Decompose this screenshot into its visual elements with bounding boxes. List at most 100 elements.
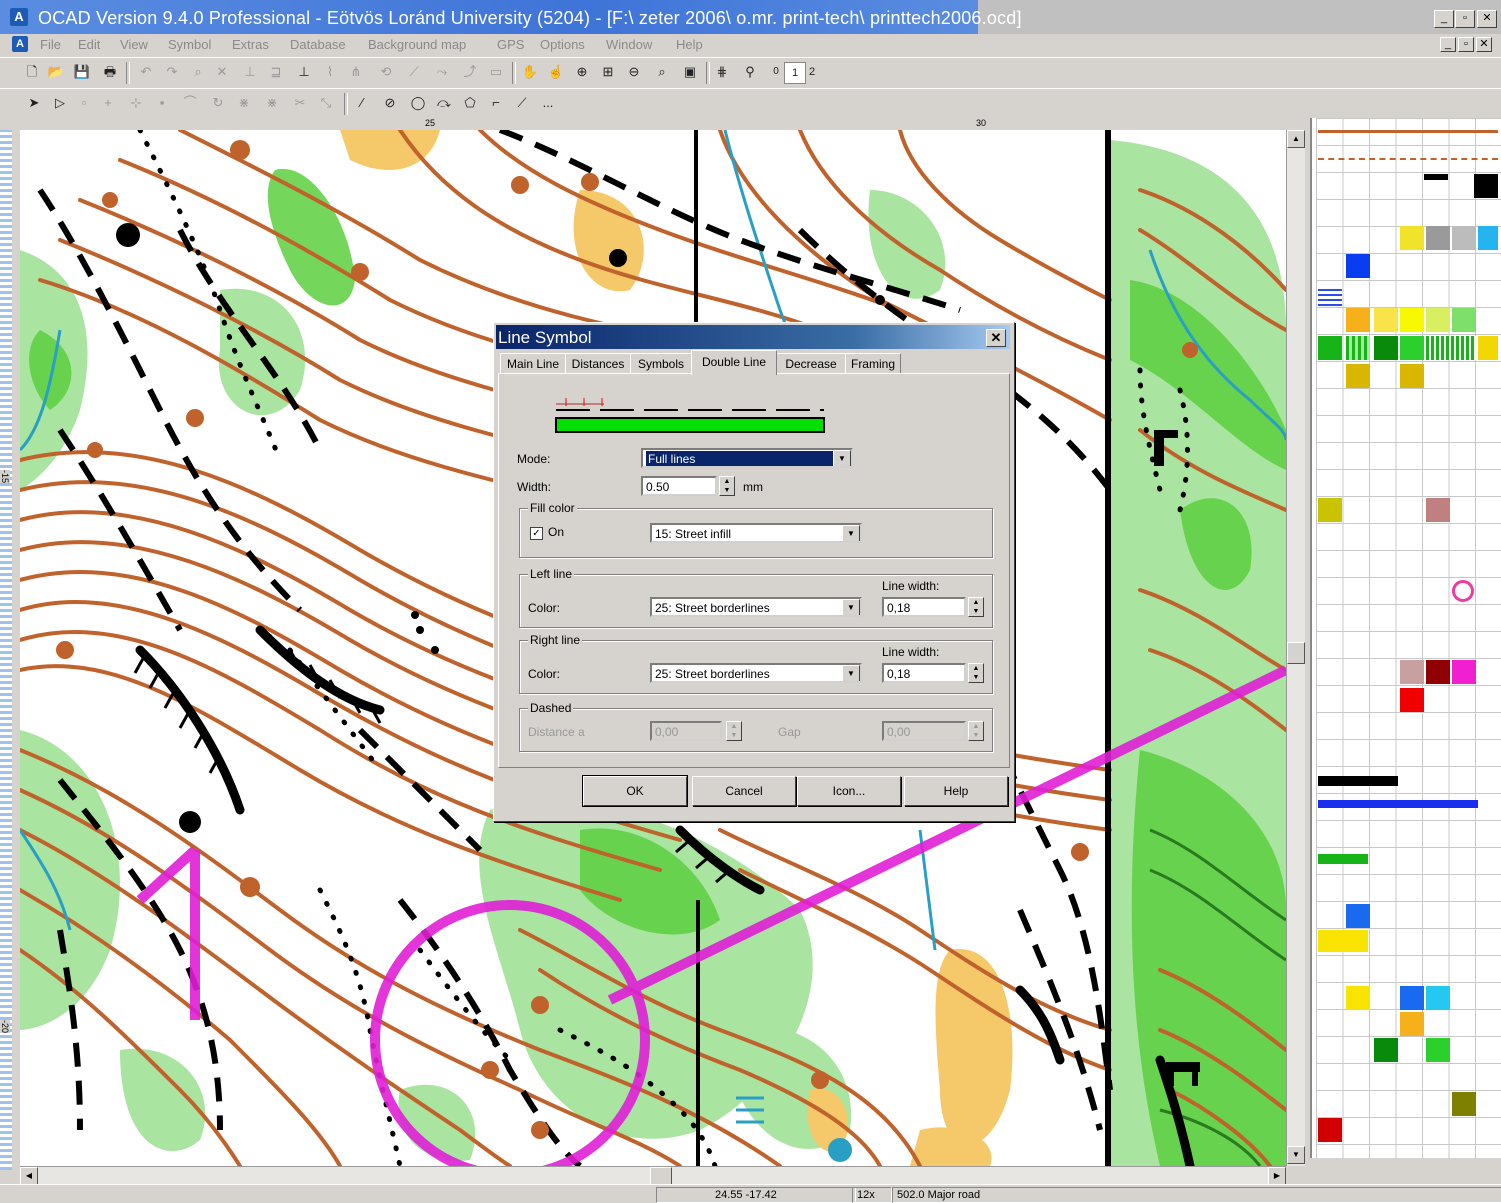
gps-icon[interactable]: ⚲	[745, 64, 755, 79]
scroll-thumb[interactable]	[1287, 642, 1305, 664]
symbol-cultivated[interactable]	[1346, 364, 1370, 388]
symbol-green[interactable]	[1318, 336, 1342, 360]
tab-distances[interactable]: Distances	[565, 353, 631, 374]
symbol-yellow-area[interactable]	[1400, 226, 1424, 250]
symbol-yellow-dot-area[interactable]	[1318, 930, 1368, 952]
symbol-light-grey-area[interactable]	[1452, 226, 1476, 250]
hscroll-thumb[interactable]	[650, 1167, 672, 1185]
rectangle-mode-icon[interactable]: ⌐	[492, 95, 500, 110]
close-icon[interactable]: ✕	[986, 329, 1006, 347]
right-color-select[interactable]: 25: Street borderlines ▼	[650, 663, 862, 683]
menu-gps[interactable]: GPS	[497, 37, 525, 52]
dash-point-icon[interactable]: ⌒	[183, 95, 197, 110]
symbol-red-square[interactable]	[1318, 1118, 1342, 1142]
symbol-open-land[interactable]	[1346, 308, 1370, 332]
menu-window[interactable]: Window	[606, 37, 653, 52]
icon-button[interactable]: Icon...	[797, 776, 901, 806]
scroll-left-icon[interactable]: ◀	[20, 1167, 38, 1185]
symbol-building-area[interactable]	[1426, 498, 1450, 522]
grid-icon[interactable]: ⋕	[716, 64, 728, 79]
reshape-icon[interactable]: ⊥	[298, 64, 310, 79]
left-width-input[interactable]: 0,18	[882, 597, 966, 617]
menu-extras[interactable]: Extras	[232, 37, 269, 52]
symbol-black-area[interactable]	[1474, 174, 1498, 198]
delete-icon[interactable]: ✕	[216, 64, 228, 79]
merge-icon[interactable]: ⊒	[270, 64, 282, 79]
curve-mode-icon[interactable]: ⊘	[384, 95, 396, 110]
smooth-icon[interactable]: ⤳	[436, 64, 448, 79]
rotate-icon[interactable]: ⟲	[380, 64, 392, 79]
rotate-object-icon[interactable]: ↻	[212, 95, 224, 110]
symbol-light-yellow[interactable]	[1426, 308, 1450, 332]
right-width-input[interactable]: 0,18	[882, 663, 966, 683]
fill-color-select[interactable]: 15: Street infill ▼	[650, 523, 862, 543]
polygon-mode-icon[interactable]: ⬠	[464, 95, 476, 110]
minimize-icon[interactable]: _	[1434, 10, 1454, 28]
left-color-select[interactable]: 25: Street borderlines ▼	[650, 597, 862, 617]
distance-input[interactable]: 0,00	[650, 721, 722, 741]
symbol-green-line[interactable]	[1318, 854, 1368, 864]
mode-select[interactable]: Full lines ▼	[641, 448, 853, 468]
menu-edit[interactable]: Edit	[78, 37, 101, 52]
menu-file[interactable]: File	[40, 37, 61, 52]
menu-background-map[interactable]: Background map	[368, 37, 467, 52]
scroll-up-icon[interactable]: ▲	[1287, 130, 1305, 148]
redo-icon[interactable]: ↷	[166, 64, 178, 79]
menu-options[interactable]: Options	[540, 37, 585, 52]
symbol-green-stripes[interactable]	[1426, 336, 1476, 360]
zoom-window-icon[interactable]: ⊞	[602, 64, 614, 79]
corner-point-icon[interactable]: ▪	[159, 95, 165, 110]
curve-icon[interactable]: ⤴	[463, 64, 477, 79]
ok-button[interactable]: OK	[582, 775, 688, 807]
zoom-previous-icon[interactable]: ⌕	[658, 64, 666, 79]
more-tools-icon[interactable]: ...	[542, 95, 554, 110]
doc-restore-icon[interactable]: ▫	[1458, 37, 1474, 52]
tab-symbols[interactable]: Symbols	[630, 353, 692, 374]
symbol-vineyard[interactable]	[1400, 364, 1424, 388]
symbol-cyan-square[interactable]	[1426, 986, 1450, 1010]
symbol-red-area[interactable]	[1400, 688, 1424, 712]
cut-line-icon[interactable]: ⊥	[244, 64, 256, 79]
document-icon[interactable]: A	[12, 36, 28, 52]
symbol-dark-green[interactable]	[1374, 336, 1398, 360]
width-stepper-icon[interactable]: ▲ ▼	[719, 476, 735, 496]
freehand-icon[interactable]: ⁄	[360, 95, 364, 110]
symbol-magenta-area[interactable]	[1452, 660, 1476, 684]
symbol-blue-small-area[interactable]	[1346, 904, 1370, 928]
left-width-stepper-icon[interactable]: ▲ ▼	[968, 597, 984, 617]
circle-mode-icon[interactable]: ◯	[410, 95, 426, 110]
dialog-title-bar[interactable]: Line Symbol ✕	[496, 325, 1010, 349]
cut-object-icon[interactable]: ✂	[294, 95, 306, 110]
symbol-palette[interactable]	[1310, 118, 1501, 1158]
symbol-form-line[interactable]	[1318, 158, 1498, 162]
move-point-icon[interactable]: ▫	[81, 95, 87, 110]
symbol-olive-square[interactable]	[1452, 1092, 1476, 1116]
symbol-green-square[interactable]	[1426, 1038, 1450, 1062]
symbol-medium-green[interactable]	[1400, 336, 1424, 360]
layer-two-button[interactable]: 2	[808, 66, 816, 78]
rectangle-select-icon[interactable]: ▭	[489, 64, 503, 79]
edit-object-icon[interactable]: ➤	[28, 95, 40, 110]
print-icon[interactable]: 🖶	[103, 64, 117, 79]
symbol-blue-line[interactable]	[1318, 800, 1478, 808]
measure-icon[interactable]: ⋔	[350, 64, 362, 79]
split-icon[interactable]: ⤡	[320, 95, 332, 110]
hand-icon[interactable]: ✋	[521, 64, 539, 79]
symbol-forest-square[interactable]	[1374, 1038, 1398, 1062]
chevron-down-icon[interactable]: ▼	[842, 599, 860, 615]
entire-map-icon[interactable]: ▣	[683, 64, 697, 79]
right-width-stepper-icon[interactable]: ▲ ▼	[968, 663, 984, 683]
vertical-scrollbar[interactable]: ▲ ▼	[1286, 130, 1305, 1166]
symbol-rough-open[interactable]	[1374, 308, 1398, 332]
symbol-light-green[interactable]	[1452, 308, 1476, 332]
layer-zero-button[interactable]: 0	[773, 66, 779, 77]
symbol-pink-area[interactable]	[1400, 660, 1424, 684]
close-icon[interactable]: ✕	[1477, 10, 1497, 28]
undo-icon[interactable]: ↶	[140, 64, 152, 79]
symbol-contour[interactable]	[1318, 130, 1498, 133]
tab-main-line[interactable]: Main Line	[500, 353, 566, 374]
new-file-icon[interactable]: 🗋	[26, 64, 38, 79]
open-file-icon[interactable]: 📂	[47, 64, 65, 79]
menu-symbol[interactable]: Symbol	[168, 37, 212, 52]
doc-minimize-icon[interactable]: _	[1440, 37, 1456, 52]
